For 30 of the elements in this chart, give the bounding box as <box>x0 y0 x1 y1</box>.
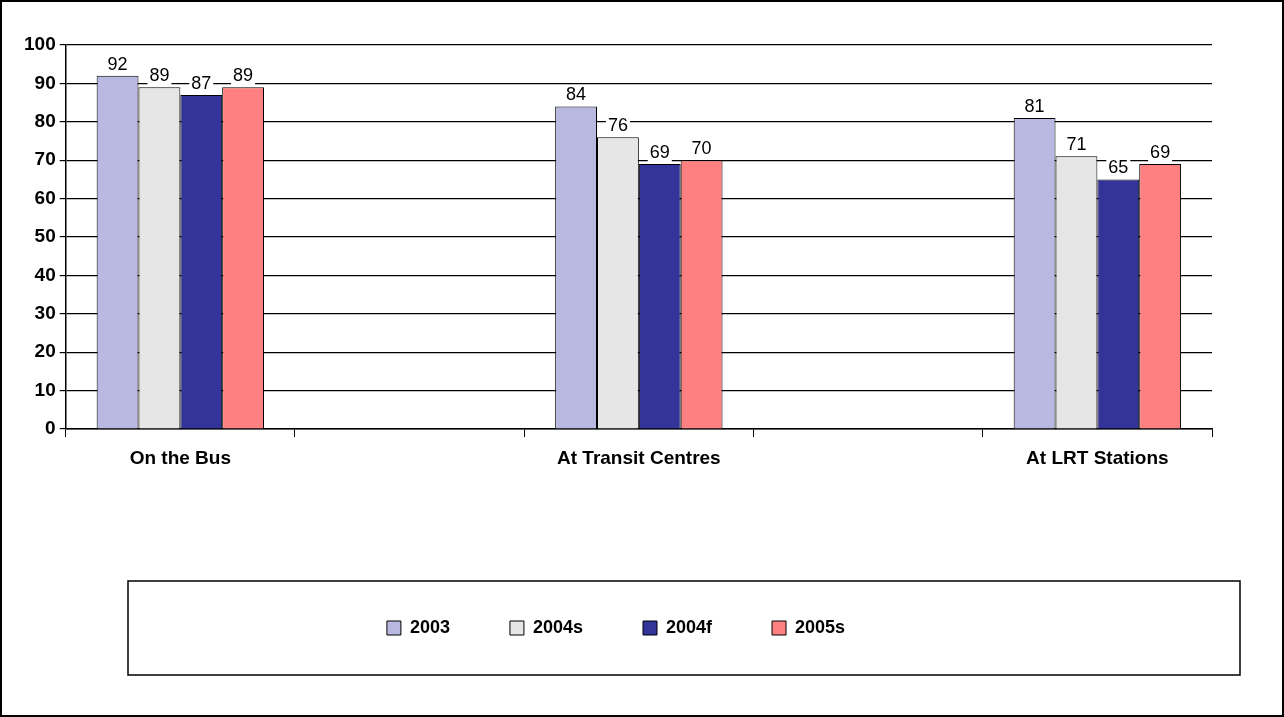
y-tick-label: 60 <box>34 186 56 208</box>
legend-label: 2004f <box>666 616 714 637</box>
data-label: 71 <box>1066 134 1087 155</box>
data-label: 87 <box>191 72 212 93</box>
data-label: 92 <box>107 53 128 74</box>
y-tick-label: 80 <box>34 110 56 132</box>
legend-label: 2003 <box>409 616 450 637</box>
y-tick-label: 100 <box>24 33 56 55</box>
data-label: 76 <box>607 115 628 136</box>
y-tick-label: 30 <box>34 302 56 324</box>
x-tick-label: At LRT Stations <box>1026 446 1169 468</box>
y-tick-label: 50 <box>34 225 56 247</box>
y-tick-label: 90 <box>34 71 56 93</box>
data-label: 69 <box>649 142 670 163</box>
y-tick-label: 70 <box>34 148 56 170</box>
x-tick-label: At Transit Centres <box>557 446 721 468</box>
data-label: 84 <box>566 84 587 105</box>
y-tick-label: 20 <box>34 340 56 362</box>
data-label: 69 <box>1150 142 1171 163</box>
data-label: 81 <box>1024 95 1045 116</box>
y-tick-label: 10 <box>34 378 56 400</box>
data-label: 89 <box>149 65 170 86</box>
data-label: 89 <box>233 65 254 86</box>
legend-label: 2004s <box>532 616 584 637</box>
y-tick-label: 0 <box>45 417 56 439</box>
legend-label: 2005s <box>795 616 846 637</box>
y-tick-label: 40 <box>34 263 56 285</box>
data-label: 65 <box>1108 157 1129 178</box>
x-tick-label: On the Bus <box>129 446 231 468</box>
data-label: 70 <box>691 138 712 159</box>
